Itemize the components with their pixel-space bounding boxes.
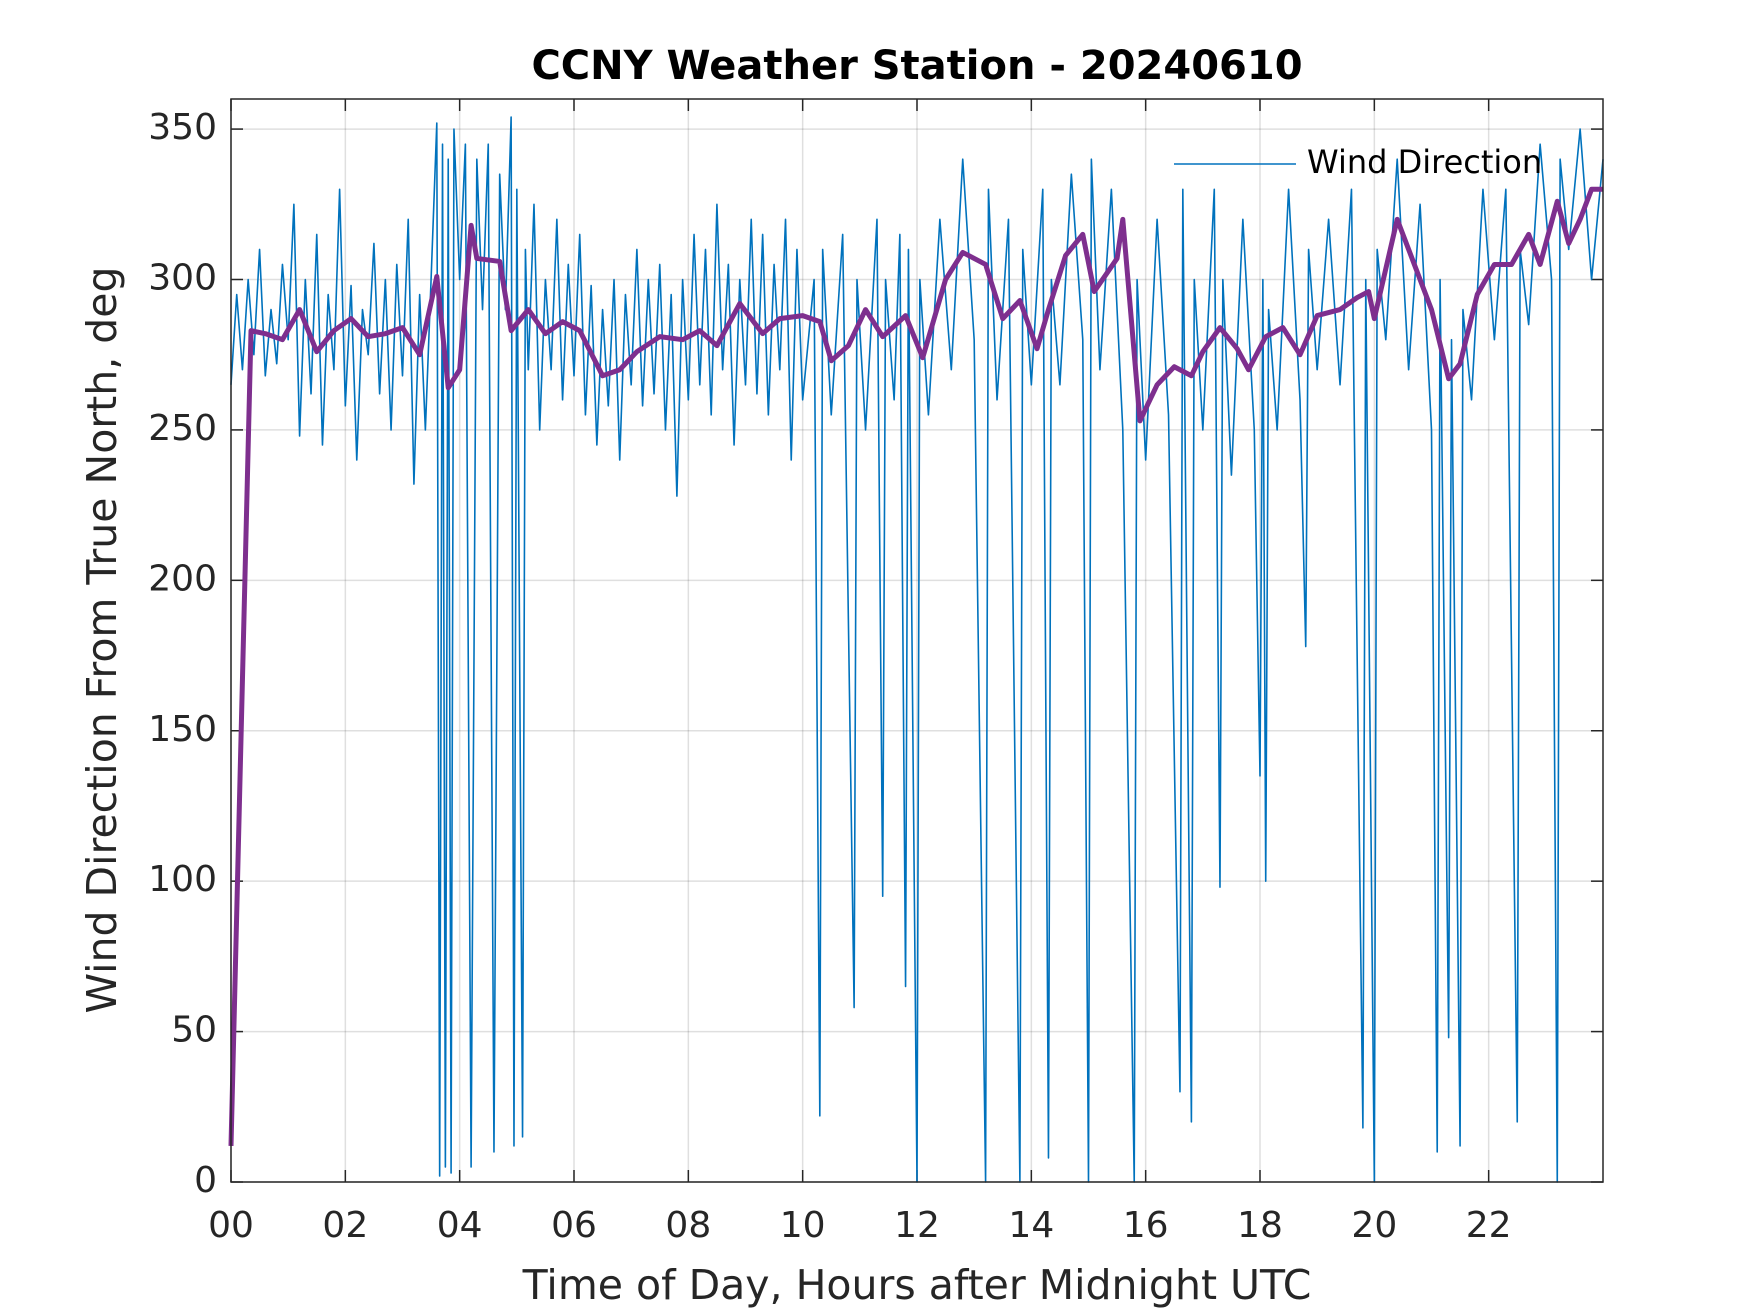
x-tick-label: 08 [665, 1205, 711, 1246]
y-tick-label: 200 [148, 558, 217, 599]
y-tick-label: 50 [171, 1010, 217, 1051]
y-tick-label: 150 [148, 709, 217, 750]
y-tick-label: 300 [148, 258, 217, 299]
y-tick-label: 0 [194, 1160, 217, 1201]
x-tick-label: 04 [437, 1205, 483, 1246]
y-axis-label: Wind Direction From True North, deg [78, 266, 126, 1013]
y-tick-label: 100 [148, 859, 217, 900]
legend-label: Wind Direction [1307, 143, 1542, 181]
x-tick-label: 18 [1237, 1205, 1283, 1246]
x-tick-label: 14 [1008, 1205, 1054, 1246]
x-tick-label: 16 [1123, 1205, 1169, 1246]
x-tick-label: 06 [551, 1205, 597, 1246]
x-tick-label: 12 [894, 1205, 940, 1246]
x-tick-label: 00 [208, 1205, 254, 1246]
x-axis-label: Time of Day, Hours after Midnight UTC [522, 1261, 1312, 1309]
chart-title: CCNY Weather Station - 20240610 [531, 43, 1302, 89]
y-tick-label: 250 [148, 408, 217, 449]
y-tick-label: 350 [148, 107, 217, 148]
x-tick-label: 20 [1351, 1205, 1397, 1246]
axes-box [230, 98, 1604, 1183]
x-tick-label: 02 [322, 1205, 368, 1246]
series-line [230, 116, 1604, 1183]
x-tick-label: 10 [780, 1205, 826, 1246]
series-line [228, 186, 1603, 1146]
x-tick-label: 22 [1466, 1205, 1512, 1246]
